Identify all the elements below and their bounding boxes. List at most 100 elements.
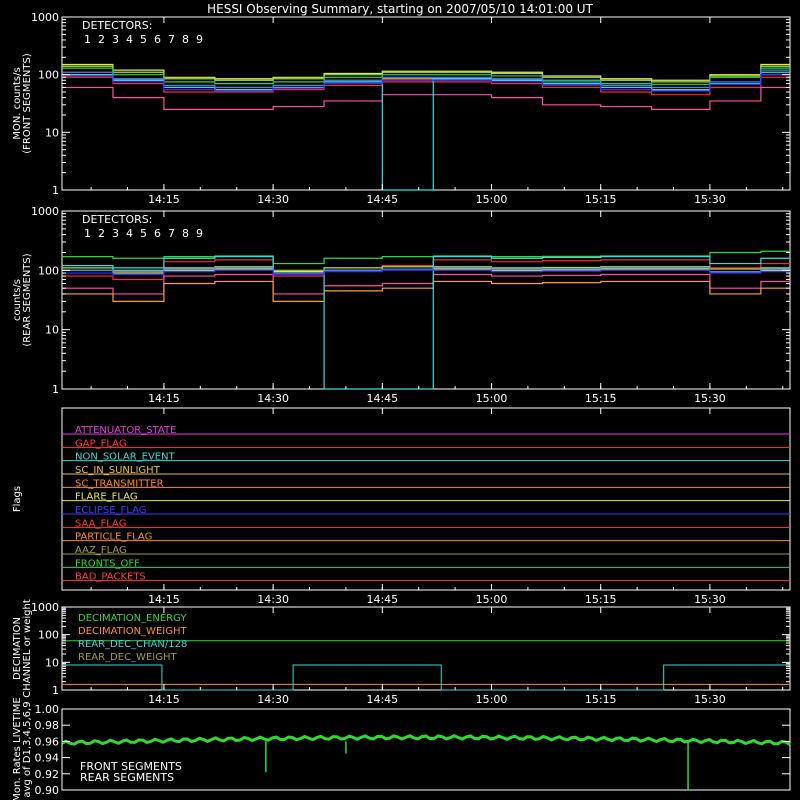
series-line-detector-6 bbox=[62, 67, 790, 85]
decimation-legend-item: DECIMATION_ENERGY bbox=[78, 613, 187, 624]
time-tick-label: 15:30 bbox=[694, 392, 726, 405]
panel-frame-3 bbox=[61, 606, 791, 691]
livetime-legend-item: REAR SEGMENTS bbox=[80, 771, 174, 784]
time-tick-label: 14:30 bbox=[257, 593, 289, 606]
y-axis-label-1: counts/s bbox=[12, 279, 23, 321]
series-line-detector-5 bbox=[62, 266, 790, 271]
flag-label: FRONTS_OFF bbox=[75, 558, 140, 569]
y-axis-label-3: DECIMATION bbox=[12, 617, 23, 680]
legend-detector-number: 2 bbox=[98, 33, 105, 46]
series-line-detector-7 bbox=[62, 71, 790, 191]
legend-detector-number: 9 bbox=[196, 227, 203, 240]
legend-detector-number: 1 bbox=[84, 33, 91, 46]
y-tick-label: 1000 bbox=[31, 11, 59, 24]
legend-detector-number: 4 bbox=[126, 33, 133, 46]
flag-label: SC_IN_SUNLIGHT bbox=[75, 465, 161, 476]
legend-detector-number: 4 bbox=[126, 227, 133, 240]
decimation-legend-item: REAR_DEC_CHAN/128 bbox=[78, 639, 187, 650]
flag-label: ECLIPSE_FLAG bbox=[75, 505, 146, 516]
y-axis-label-4: avg of D1,3,4,5,6,9 bbox=[22, 701, 33, 797]
y-tick-label: 1 bbox=[52, 184, 59, 197]
decimation-legend-item: DECIMATION_WEIGHT bbox=[78, 626, 187, 637]
time-axis-1: 14:15 14:30 14:45 15:00 15:15 15:30 bbox=[90, 211, 784, 405]
series-line-detector-7 bbox=[62, 256, 790, 390]
y-axis-4: 0.90 0.92 0.94 0.96 0.98 1.00 bbox=[35, 703, 790, 797]
front-livetime-line bbox=[61, 734, 791, 746]
y-tick-label: 100 bbox=[38, 629, 59, 642]
time-tick-label: 14:45 bbox=[366, 593, 398, 606]
legend-detector-number: 8 bbox=[182, 33, 189, 46]
time-tick-label: 14:15 bbox=[148, 193, 180, 206]
y-tick-label: 1000 bbox=[31, 205, 59, 218]
series-line-detector-9 bbox=[62, 269, 790, 276]
time-tick-label: 14:15 bbox=[148, 593, 180, 606]
series-line-detector-3 bbox=[62, 280, 790, 302]
time-tick-label: 15:15 bbox=[585, 193, 617, 206]
panel-frame-2 bbox=[61, 407, 791, 591]
time-tick-label: 15:30 bbox=[694, 593, 726, 606]
y-axis-label-2: Flags bbox=[12, 486, 23, 512]
y-tick-label: 0.92 bbox=[35, 768, 60, 781]
time-tick-label: 15:15 bbox=[585, 593, 617, 606]
legend-detector-number: 7 bbox=[168, 227, 175, 240]
time-tick-label: 14:45 bbox=[366, 392, 398, 405]
time-axis-2: 14:15 14:30 14:45 15:00 15:15 15:30 bbox=[90, 408, 784, 606]
detector-legend-0: DETECTORS:1 2 3 4 5 6 7 8 9 bbox=[82, 19, 203, 46]
flag-label: NON_SOLAR_EVENT bbox=[75, 452, 176, 463]
time-tick-label: 15:30 bbox=[694, 193, 726, 206]
legend-detector-number: 9 bbox=[196, 33, 203, 46]
legend-title: DETECTORS: bbox=[82, 19, 152, 32]
y-tick-label: 1000 bbox=[31, 601, 59, 614]
time-tick-label: 14:30 bbox=[257, 693, 289, 706]
time-tick-label: 14:30 bbox=[257, 193, 289, 206]
y-tick-label: 0.90 bbox=[35, 784, 60, 797]
series-line-detector-2 bbox=[62, 86, 790, 110]
y-tick-label: 100 bbox=[38, 69, 59, 82]
rear-dec-chan-line bbox=[62, 664, 790, 691]
y-tick-label: 10 bbox=[45, 324, 59, 337]
flag-label: SAA_FLAG bbox=[75, 518, 126, 529]
legend-detector-number: 7 bbox=[168, 33, 175, 46]
legend-detector-number: 6 bbox=[154, 33, 161, 46]
y-tick-label: 0.98 bbox=[35, 719, 60, 732]
legend-detector-number: 2 bbox=[98, 227, 105, 240]
y-tick-label: 1.00 bbox=[35, 703, 60, 716]
flag-label: GAP_FLAG bbox=[75, 438, 127, 449]
y-tick-label: 1 bbox=[52, 684, 59, 697]
flag-label: FLARE_FLAG bbox=[75, 492, 138, 503]
time-tick-label: 15:30 bbox=[694, 693, 726, 706]
series-line-detector-1 bbox=[62, 76, 790, 96]
time-tick-label: 15:00 bbox=[476, 392, 508, 405]
y-tick-label: 0.96 bbox=[35, 735, 60, 748]
legend-detector-number: 3 bbox=[112, 33, 119, 46]
y-axis-label-1: (REAR SEGMENTS) bbox=[22, 253, 33, 346]
panels: 1 10 100 1000 14:15 14:30 14:45 15:00 15:15 15:30… bbox=[12, 11, 791, 800]
time-tick-label: 14:15 bbox=[148, 392, 180, 405]
series-line-detector-4 bbox=[62, 63, 790, 81]
time-tick-label: 15:00 bbox=[476, 693, 508, 706]
livetime-legend-item: FRONT SEGMENTS bbox=[80, 760, 182, 773]
flag-label: ATTENUATOR_STATE bbox=[75, 425, 176, 436]
series-line-detector-5 bbox=[62, 65, 790, 83]
y-axis-label-3: CHANNEL or weight bbox=[22, 599, 33, 698]
y-axis-3: 1 10 100 1000 bbox=[31, 601, 790, 697]
series-line-detector-2 bbox=[62, 273, 790, 295]
decimation-legend-item: REAR_DEC_WEIGHT bbox=[78, 652, 177, 663]
series-line-detector-8 bbox=[62, 267, 790, 274]
flag-label: SC_TRANSMITTER bbox=[75, 478, 164, 489]
time-axis-3: 14:15 14:30 14:45 15:00 15:15 15:30 bbox=[90, 607, 784, 706]
legend-title: DETECTORS: bbox=[82, 213, 152, 226]
legend-detector-number: 6 bbox=[154, 227, 161, 240]
legend-detector-number: 3 bbox=[112, 227, 119, 240]
time-tick-label: 14:45 bbox=[366, 193, 398, 206]
time-axis-0: 14:15 14:30 14:45 15:00 15:15 15:30 bbox=[90, 17, 784, 206]
series-line-detector-8 bbox=[62, 69, 790, 89]
y-axis-1: 1 10 100 1000 bbox=[31, 205, 790, 396]
y-tick-label: 100 bbox=[38, 264, 59, 277]
y-axis-label-0: (FRONT SEGMENTS) bbox=[22, 53, 33, 154]
legend-detector-number: 8 bbox=[182, 227, 189, 240]
time-tick-label: 14:15 bbox=[148, 693, 180, 706]
flag-label: AAZ_FLAG bbox=[75, 545, 127, 556]
flag-label: PARTICLE_FLAG bbox=[75, 532, 152, 543]
chart-title: HESSI Observing Summary, starting on 200… bbox=[207, 2, 593, 16]
